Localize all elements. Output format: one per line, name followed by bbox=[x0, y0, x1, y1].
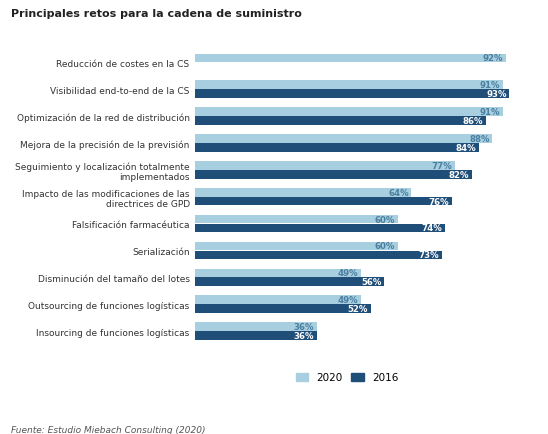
Bar bbox=[195, 197, 452, 206]
Text: 92%: 92% bbox=[483, 54, 503, 63]
Bar bbox=[195, 278, 384, 286]
Text: 93%: 93% bbox=[486, 90, 507, 99]
Text: 36%: 36% bbox=[294, 331, 314, 340]
Bar bbox=[195, 117, 486, 125]
Text: 88%: 88% bbox=[469, 135, 490, 144]
Bar bbox=[195, 90, 509, 99]
Text: 60%: 60% bbox=[375, 215, 395, 224]
Bar bbox=[195, 108, 503, 117]
Bar bbox=[195, 171, 472, 179]
Bar bbox=[195, 54, 506, 63]
Text: Fuente: Estudio Miebach Consulting (2020): Fuente: Estudio Miebach Consulting (2020… bbox=[11, 425, 206, 434]
Text: 91%: 91% bbox=[480, 81, 500, 90]
Text: Principales retos para la cadena de suministro: Principales retos para la cadena de sumi… bbox=[11, 9, 302, 19]
Bar bbox=[195, 305, 371, 313]
Text: 86%: 86% bbox=[463, 117, 483, 126]
Text: 77%: 77% bbox=[432, 161, 453, 171]
Text: 84%: 84% bbox=[455, 144, 476, 152]
Bar bbox=[195, 224, 445, 233]
Bar bbox=[195, 322, 317, 331]
Bar bbox=[195, 251, 442, 260]
Text: 36%: 36% bbox=[294, 322, 314, 332]
Text: 76%: 76% bbox=[429, 197, 449, 206]
Bar bbox=[195, 162, 455, 170]
Text: 64%: 64% bbox=[388, 188, 409, 197]
Bar bbox=[195, 144, 479, 152]
Bar bbox=[195, 296, 361, 304]
Text: 52%: 52% bbox=[348, 304, 368, 313]
Bar bbox=[195, 188, 412, 197]
Text: 74%: 74% bbox=[422, 224, 442, 233]
Bar bbox=[195, 332, 317, 340]
Text: 73%: 73% bbox=[419, 251, 439, 260]
Text: 91%: 91% bbox=[480, 108, 500, 117]
Bar bbox=[195, 81, 503, 90]
Bar bbox=[195, 215, 398, 224]
Legend: 2020, 2016: 2020, 2016 bbox=[292, 368, 403, 387]
Text: 56%: 56% bbox=[361, 278, 381, 286]
Bar bbox=[195, 269, 361, 277]
Text: 60%: 60% bbox=[375, 242, 395, 251]
Bar bbox=[195, 242, 398, 251]
Text: 49%: 49% bbox=[338, 296, 358, 305]
Text: 82%: 82% bbox=[449, 170, 470, 179]
Bar bbox=[195, 135, 493, 143]
Text: 49%: 49% bbox=[338, 269, 358, 278]
